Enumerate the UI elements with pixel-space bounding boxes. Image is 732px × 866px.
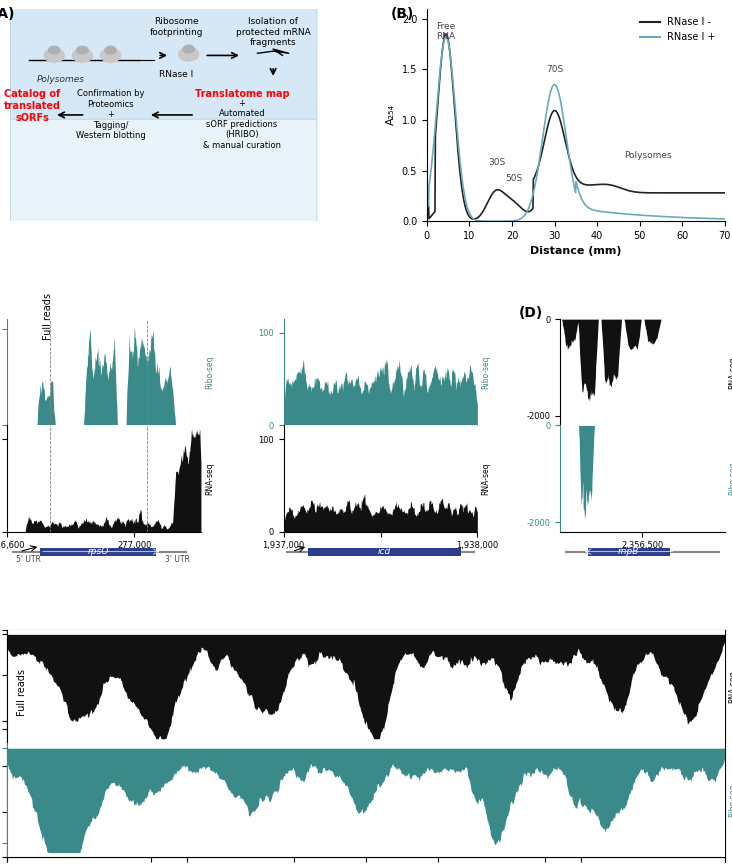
RNase I - xyxy=(720,188,729,198)
Text: Polysomes: Polysomes xyxy=(37,74,84,83)
Text: Translatome map: Translatome map xyxy=(195,89,289,100)
Bar xyxy=(40,548,156,556)
RNase I - xyxy=(692,188,701,198)
Line: RNase I -: RNase I - xyxy=(427,34,725,219)
X-axis label: Distance (mm): Distance (mm) xyxy=(530,247,621,256)
Text: Ribo-seq: Ribo-seq xyxy=(728,784,732,818)
Circle shape xyxy=(72,48,92,62)
Circle shape xyxy=(105,46,116,54)
Legend: RNase I -, RNase I +: RNase I -, RNase I + xyxy=(636,14,720,46)
RNase I + xyxy=(496,216,505,226)
Circle shape xyxy=(48,46,60,54)
Text: Free
RNA: Free RNA xyxy=(436,22,455,42)
Text: (A): (A) xyxy=(0,7,15,21)
Text: 5' UTR: 5' UTR xyxy=(15,555,40,564)
RNase I - xyxy=(518,204,526,214)
Text: 30S: 30S xyxy=(488,158,506,166)
RNase I - xyxy=(422,201,431,211)
Y-axis label: A₂₅₄: A₂₅₄ xyxy=(386,105,396,126)
FancyBboxPatch shape xyxy=(10,120,317,228)
Text: RNase I: RNase I xyxy=(159,70,193,80)
Text: (D): (D) xyxy=(519,307,543,320)
Text: Polysomes: Polysomes xyxy=(624,152,672,160)
Circle shape xyxy=(77,46,88,54)
Circle shape xyxy=(179,48,198,61)
Text: +
Automated
sORF predictions
(HRIBO)
& manual curation: + Automated sORF predictions (HRIBO) & m… xyxy=(203,99,281,150)
RNase I + xyxy=(441,32,450,42)
Bar xyxy=(308,548,461,556)
Text: RNA-seq: RNA-seq xyxy=(728,670,732,703)
Bar xyxy=(588,548,670,556)
RNase I + xyxy=(518,213,526,223)
Text: Full reads: Full reads xyxy=(42,293,53,339)
RNase I + xyxy=(655,211,664,222)
Text: Ribosome
footprinting: Ribosome footprinting xyxy=(149,17,203,36)
Text: 70S: 70S xyxy=(546,66,563,74)
RNase I + xyxy=(692,213,701,223)
Circle shape xyxy=(183,45,194,53)
Circle shape xyxy=(44,48,64,62)
Text: RNA-seq: RNA-seq xyxy=(205,462,214,494)
Text: icd: icd xyxy=(378,547,391,556)
RNase I + xyxy=(490,216,498,226)
RNase I - xyxy=(496,185,505,196)
Text: Catalog of
translated
sORFs: Catalog of translated sORFs xyxy=(4,89,61,123)
RNase I - xyxy=(507,194,516,204)
Text: Ribo-seq: Ribo-seq xyxy=(728,462,732,495)
Text: Ribo-seq: Ribo-seq xyxy=(205,356,214,389)
RNase I - xyxy=(441,29,450,39)
Text: RNA-seq: RNA-seq xyxy=(481,462,490,494)
Text: Isolation of
protected mRNA
fragments: Isolation of protected mRNA fragments xyxy=(236,17,310,47)
RNase I + xyxy=(619,209,627,219)
Text: Full reads: Full reads xyxy=(17,669,27,716)
RNase I - xyxy=(655,188,664,198)
RNase I + xyxy=(422,201,431,211)
Text: Ribo-seq: Ribo-seq xyxy=(481,356,490,389)
Text: rpsO: rpsO xyxy=(88,547,109,556)
Text: rnpB: rnpB xyxy=(618,547,639,556)
RNase I - xyxy=(469,214,478,224)
RNase I - xyxy=(619,184,627,194)
RNase I + xyxy=(507,216,516,226)
FancyBboxPatch shape xyxy=(10,9,317,121)
Circle shape xyxy=(100,48,121,62)
RNase I + xyxy=(720,214,729,224)
Text: RNA-seq: RNA-seq xyxy=(728,356,732,389)
Text: 50S: 50S xyxy=(506,174,523,183)
Text: Confirmation by
Proteomics
+
Tagging/
Western blotting: Confirmation by Proteomics + Tagging/ We… xyxy=(75,89,146,140)
Line: RNase I +: RNase I + xyxy=(427,37,725,221)
Text: (B): (B) xyxy=(391,7,414,21)
Text: 3' UTR: 3' UTR xyxy=(165,555,190,564)
